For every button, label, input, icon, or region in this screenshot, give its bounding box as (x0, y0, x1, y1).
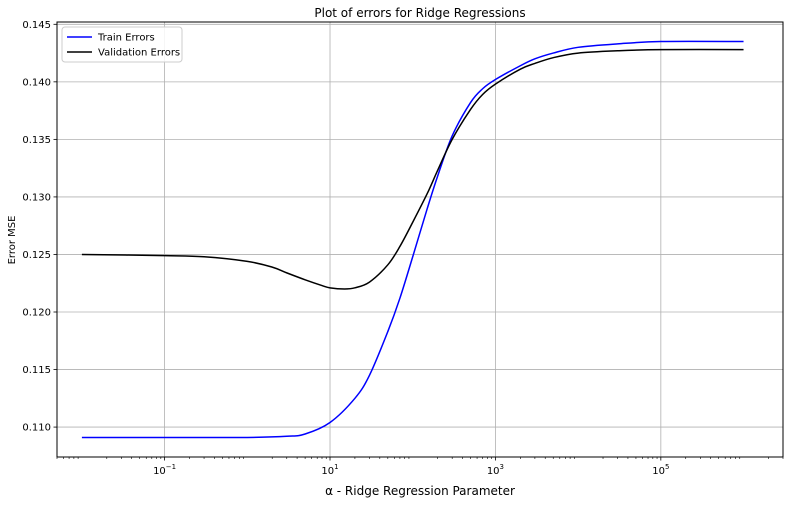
x-tick-label: 103 (487, 463, 504, 477)
x-axis-label: α - Ridge Regression Parameter (325, 484, 515, 498)
legend: Train Errors Validation Errors (61, 26, 183, 63)
y-axis-label: Error MSE (7, 216, 18, 265)
y-tick-label: 0.135 (22, 135, 51, 146)
y-tick-label: 0.110 (22, 423, 51, 434)
series-line-train-errors (81, 40, 744, 439)
chart-title: Plot of errors for Ridge Regressions (314, 6, 525, 20)
plot-frame (56, 21, 784, 458)
x-tick-label: 101 (321, 463, 338, 477)
x-tick-label: 105 (652, 463, 669, 477)
y-tick-label: 0.140 (22, 77, 51, 88)
y-tick-label: 0.115 (22, 365, 51, 376)
y-tick-label: 0.145 (22, 20, 51, 31)
series-layer (81, 40, 744, 439)
legend-box (61, 26, 183, 63)
legend-label: Train Errors (97, 33, 155, 44)
legend-label: Validation Errors (98, 48, 180, 59)
grid (57, 22, 783, 457)
series-line-validation-errors (81, 48, 744, 290)
ticks: 0.110 0.115 0.120 0.125 0.130 0.135 0.140 0.145… (22, 20, 784, 477)
y-tick-label: 0.120 (22, 308, 51, 319)
y-tick-label: 0.130 (22, 192, 51, 203)
y-tick-label: 0.125 (22, 250, 51, 261)
x-tick-label: 10−1 (153, 463, 176, 477)
